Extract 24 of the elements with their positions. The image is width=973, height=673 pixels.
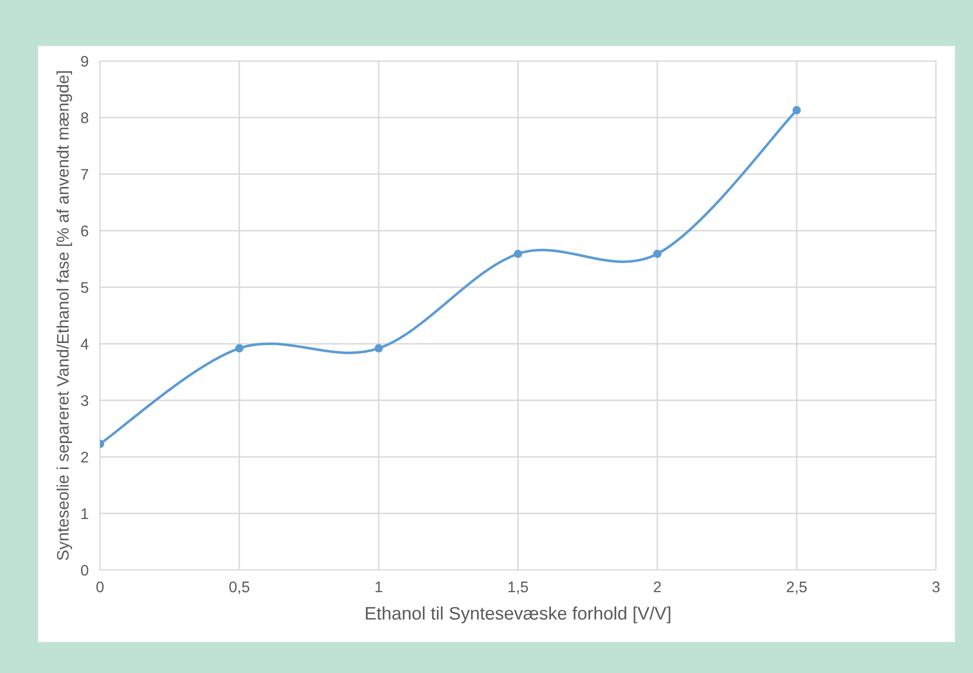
point xyxy=(374,344,383,352)
x-axis-title: Ethanol til Syntesevæske forhold [V/V] xyxy=(366,606,670,624)
x-tick-label: 1,5 xyxy=(508,582,528,594)
y-axis-title: Synteseolie i separeret Vand/Ethanol fase [% af anvendt mængde] xyxy=(56,71,72,560)
y-tick-label: 5 xyxy=(81,282,88,293)
y-tick-label: 6 xyxy=(81,226,88,236)
x-tick-label: 0 xyxy=(96,582,104,592)
point xyxy=(235,344,244,352)
x-tick-label: 3 xyxy=(932,582,940,592)
y-tick-label: 2 xyxy=(81,452,88,462)
y-tick-label: 4 xyxy=(80,338,88,350)
point xyxy=(792,106,801,114)
x-tick-label: 2 xyxy=(654,582,661,592)
y-tick-label: 9 xyxy=(81,56,88,67)
y-tick-label: 0 xyxy=(80,564,88,576)
point xyxy=(653,250,662,258)
y-tick-label: 7 xyxy=(81,169,88,180)
y-tick-label: 8 xyxy=(81,112,88,124)
y-tick-label: 1 xyxy=(82,508,88,519)
y-tick-label: 3 xyxy=(80,395,88,406)
x-tick-label: 2,5 xyxy=(786,582,807,594)
x-tick-label: 1 xyxy=(376,582,382,592)
point xyxy=(514,250,522,258)
x-tick-label: 0,5 xyxy=(229,582,250,594)
